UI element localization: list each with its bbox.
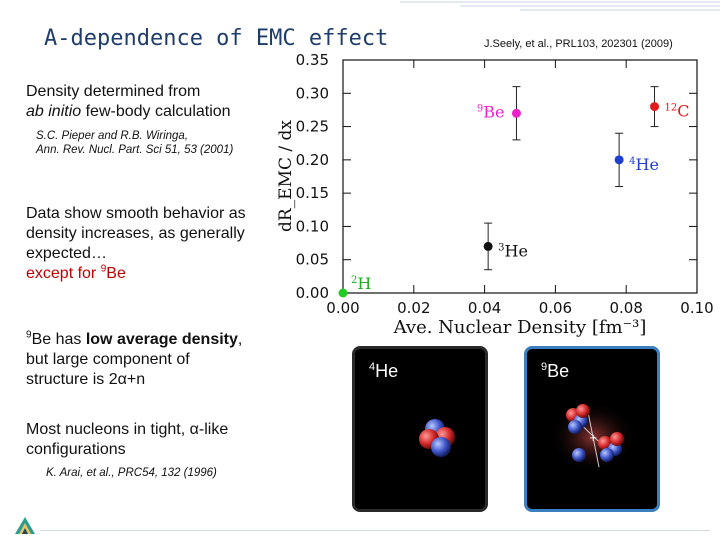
footer-divider — [40, 530, 710, 531]
he4-nucleus-image — [419, 419, 455, 457]
reference-pieper: S.C. Pieper and R.B. Wiringa, Ann. Rev. … — [36, 130, 234, 156]
svg-text:+: + — [589, 433, 597, 444]
data-point — [650, 102, 660, 112]
emc-chart: 0.00 0.02 0.04 0.06 0.08 0.10 0.00 0.05 0.10 0.15… — [276, 51, 714, 338]
reference-arai: K. Arai, et al., PRC54, 132 (1996) — [46, 467, 217, 479]
plot-frame — [342, 59, 698, 294]
y-tick-label: 0.20 — [296, 151, 329, 169]
data-point — [338, 288, 348, 298]
nucleons-text: Most nucleons in tight, α-like configura… — [26, 421, 229, 458]
point-label: 2H — [351, 274, 371, 293]
x-tick-label: 0.06 — [539, 299, 572, 317]
lab-logo-icon — [15, 517, 35, 534]
citation-seely: J.Seely, et al., PRL103, 202301 (2009) — [484, 38, 673, 50]
density-line1: Density determined from — [26, 83, 201, 100]
be9-panel-label: 9Be — [541, 361, 570, 381]
x-tick-label: 0.02 — [397, 299, 430, 317]
y-tick-label: 0.00 — [296, 284, 329, 302]
be-structure-text: 9Be has low average density, but large c… — [26, 329, 243, 388]
point-label: 3He — [498, 241, 528, 260]
slide-title: A-dependence of EMC effect — [44, 26, 389, 51]
point-label: 4He — [629, 155, 659, 174]
he4-panel-label: 4He — [369, 361, 399, 381]
he4-panel: 4He — [352, 346, 488, 512]
data-point — [511, 108, 521, 118]
be9-nucleus-image: + — [549, 401, 637, 473]
density-line2: ab initio few-body calculation — [26, 103, 231, 120]
point-label: 12C — [665, 102, 690, 121]
data-point — [614, 155, 624, 165]
x-tick-label: 0.04 — [468, 299, 501, 317]
x-tick-label: 0.10 — [680, 299, 713, 317]
density-text: Density determined from ab initio few-bo… — [26, 82, 231, 122]
y-tick-label: 0.35 — [296, 51, 329, 69]
y-tick-label: 0.15 — [296, 184, 329, 202]
be9-panel: 9Be + — [524, 346, 660, 512]
point-label: 9Be — [477, 102, 505, 121]
except-be-text: except for 9Be — [26, 263, 126, 282]
y-tick-label: 0.10 — [296, 217, 329, 235]
x-tick-label: 0.00 — [326, 299, 359, 317]
smooth-behavior-text: Data show smooth behavior as density inc… — [26, 205, 246, 282]
y-tick-label: 0.30 — [296, 84, 329, 102]
y-tick-label: 0.25 — [296, 118, 329, 136]
x-axis-label: Ave. Nuclear Density [fm⁻³] — [393, 317, 647, 338]
header-decoration — [400, 0, 720, 18]
y-tick-label: 0.05 — [296, 251, 329, 269]
data-point — [483, 241, 493, 251]
y-axis-label: dR_EMC / dx — [276, 120, 296, 232]
x-tick-label: 0.08 — [609, 299, 642, 317]
